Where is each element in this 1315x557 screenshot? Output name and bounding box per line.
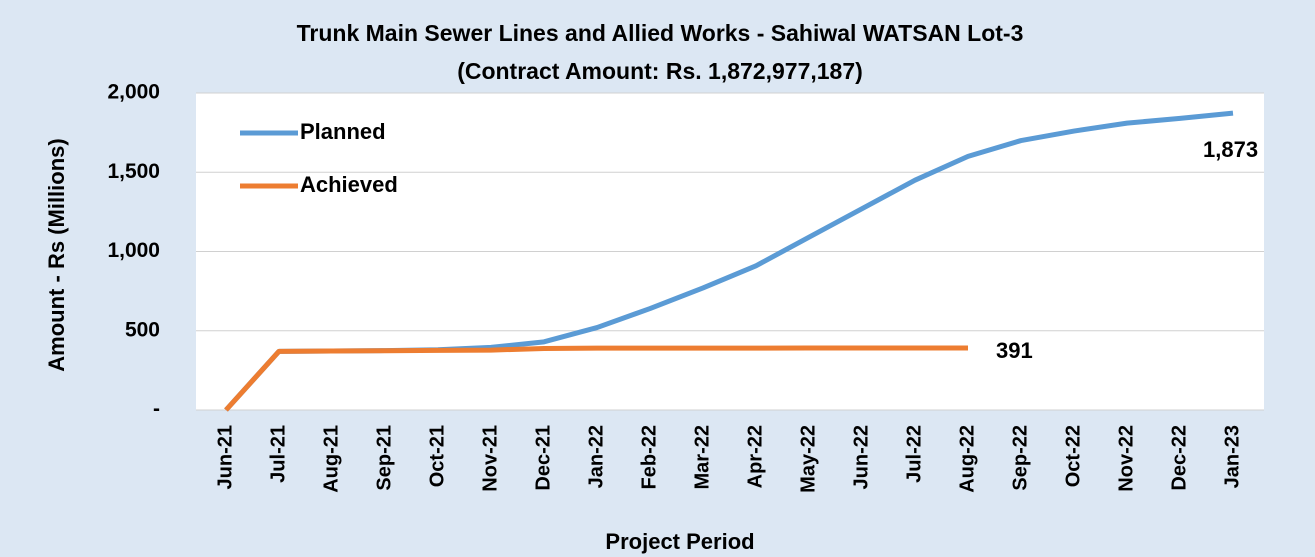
x-tick-label: May-22	[797, 425, 819, 493]
data-label: 1,873	[1203, 137, 1258, 162]
legend-label: Planned	[300, 119, 386, 144]
chart-subtitle: (Contract Amount: Rs. 1,872,977,187)	[457, 58, 863, 84]
y-axis-label: Amount - Rs (Millions)	[44, 138, 69, 371]
x-tick-label: Jul-21	[267, 425, 289, 483]
data-label: 391	[996, 338, 1033, 363]
y-tick-label: 2,000	[107, 81, 160, 104]
x-tick-label: Sep-22	[1009, 425, 1031, 491]
y-tick-label: 1,000	[107, 239, 160, 262]
x-tick-label: Nov-21	[479, 425, 501, 492]
x-tick-label: Feb-22	[638, 425, 660, 489]
x-tick-label: Jul-22	[903, 425, 925, 483]
y-tick-label: 1,500	[107, 160, 160, 183]
x-tick-label: Apr-22	[744, 425, 766, 488]
x-tick-label: Jan-23	[1221, 425, 1243, 488]
x-tick-label: Aug-21	[320, 425, 342, 493]
x-tick-label: Jun-21	[214, 425, 236, 489]
x-tick-label: Aug-22	[956, 425, 978, 493]
x-tick-label: Oct-22	[1062, 425, 1084, 487]
legend-label: Achieved	[300, 172, 398, 197]
x-tick-label: Jan-22	[585, 425, 607, 488]
x-axis-label: Project Period	[605, 529, 754, 554]
x-tick-label: Dec-22	[1168, 425, 1190, 491]
x-tick-label: Mar-22	[691, 425, 713, 489]
x-tick-label: Sep-21	[373, 425, 395, 491]
y-tick-label: 500	[125, 318, 160, 341]
series-line	[224, 345, 968, 412]
y-tick-label: -	[153, 398, 160, 421]
x-tick-label: Jun-22	[850, 425, 872, 489]
x-tick-label: Nov-22	[1115, 425, 1137, 492]
x-tick-label: Oct-21	[426, 425, 448, 487]
chart-title: Trunk Main Sewer Lines and Allied Works …	[297, 20, 1024, 46]
x-tick-label: Dec-21	[532, 425, 554, 491]
